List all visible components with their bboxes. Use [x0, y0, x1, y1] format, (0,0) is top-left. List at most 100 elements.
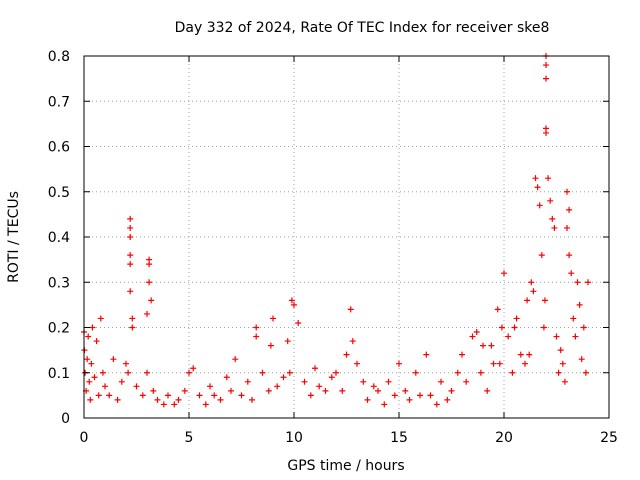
data-point [238, 392, 245, 399]
data-point [494, 306, 501, 313]
data-point [574, 279, 581, 286]
data-point [553, 333, 560, 340]
data-point [391, 392, 398, 399]
y-tick-label: 0.2 [48, 321, 70, 337]
data-point [284, 338, 291, 345]
data-point [406, 396, 413, 403]
grid-lines [84, 56, 609, 418]
y-tick-label: 0.3 [48, 275, 70, 291]
data-point [267, 342, 274, 349]
data-point [123, 360, 129, 367]
data-point [97, 315, 104, 322]
chart-title: Day 332 of 2024, Rate Of TEC Index for r… [175, 20, 550, 36]
data-point [202, 401, 209, 408]
data-point [146, 279, 153, 286]
data-point [517, 351, 524, 358]
data-point [538, 252, 545, 259]
data-point [93, 338, 100, 345]
data-point [534, 184, 541, 191]
data-point [412, 369, 419, 376]
data-point [549, 215, 556, 222]
data-point [84, 356, 91, 363]
data-point [148, 297, 155, 304]
data-point [95, 392, 102, 399]
data-point [291, 301, 297, 308]
data-point [154, 396, 161, 403]
data-point [459, 351, 465, 358]
data-point [127, 261, 134, 268]
data-point [360, 378, 367, 385]
data-point [286, 369, 293, 376]
data-point [557, 347, 564, 354]
data-point [375, 387, 381, 394]
data-point [402, 387, 409, 394]
data-point [171, 401, 178, 408]
data-point [144, 310, 150, 317]
data-point [522, 360, 528, 367]
data-point [165, 392, 171, 399]
data-point [270, 315, 276, 322]
data-point [580, 324, 587, 331]
data-point [181, 387, 188, 394]
y-tick-label: 0 [61, 411, 70, 427]
y-tick-labels: 0 0.1 0.2 0.3 0.4 0.5 0.6 0.7 0.8 [48, 49, 70, 427]
data-point [118, 378, 125, 385]
data-point [582, 369, 589, 376]
data-point [509, 369, 516, 376]
data-point [545, 175, 552, 182]
data-point [127, 252, 134, 259]
x-tick-label: 25 [600, 430, 618, 446]
data-point [444, 396, 451, 403]
data-point [568, 270, 575, 277]
data-point [423, 351, 430, 358]
data-point [301, 378, 308, 385]
data-point [244, 378, 251, 385]
y-tick-label: 0.1 [48, 366, 70, 382]
data-point [89, 324, 96, 331]
data-point [175, 396, 182, 403]
data-point [427, 392, 434, 399]
data-point [381, 401, 388, 408]
data-point [354, 360, 360, 367]
data-point [102, 383, 108, 390]
data-point [547, 197, 554, 204]
data-point [396, 360, 402, 367]
data-point [524, 297, 531, 304]
axis-ticks [83, 55, 610, 419]
data-point [541, 297, 548, 304]
data-point [114, 396, 121, 403]
data-point [288, 297, 295, 304]
data-point [433, 401, 440, 408]
data-point [438, 378, 444, 385]
data-point [322, 387, 329, 394]
data-point [496, 360, 503, 367]
data-point [133, 383, 140, 390]
x-tick-label: 20 [495, 430, 513, 446]
data-point [127, 288, 134, 295]
data-point [536, 202, 543, 209]
data-point [129, 324, 136, 331]
plot-frame [83, 55, 610, 419]
data-point [139, 392, 146, 399]
data-point [87, 396, 94, 403]
data-point [127, 234, 134, 240]
data-point [484, 387, 491, 394]
data-point [532, 175, 539, 182]
data-point [576, 301, 583, 308]
data-point [223, 374, 230, 381]
y-tick-label: 0.4 [48, 230, 70, 246]
data-point [469, 333, 476, 340]
data-point [564, 188, 570, 195]
data-point [473, 329, 480, 336]
data-point [217, 396, 224, 403]
data-point [85, 333, 92, 340]
data-point [417, 392, 423, 399]
data-point [561, 378, 568, 385]
data-point [477, 369, 484, 376]
y-tick-label: 0.5 [48, 185, 70, 201]
data-point [125, 369, 132, 376]
data-point [88, 360, 95, 367]
data-point [343, 351, 350, 358]
data-point [585, 279, 591, 286]
data-point [186, 369, 192, 376]
